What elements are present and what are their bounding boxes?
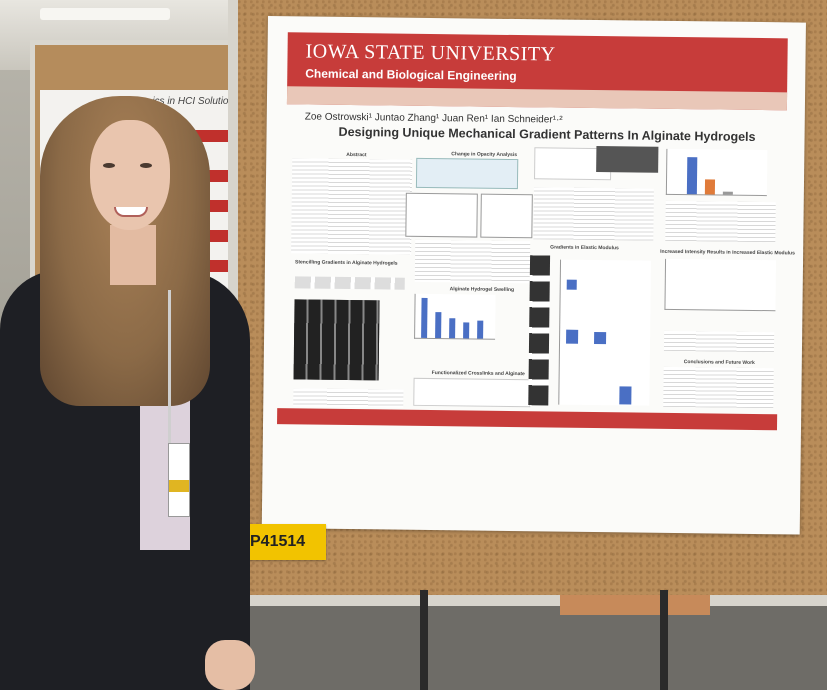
- poster-footer: [277, 408, 778, 431]
- abstract-text-block: [291, 158, 413, 255]
- conclusions-text: [663, 366, 774, 409]
- person-smile: [114, 207, 148, 217]
- results-text: [533, 187, 654, 241]
- person-eye: [140, 163, 152, 168]
- opacity-plot-1: [405, 192, 478, 238]
- section-title: Increased Intensity Results in Increased…: [660, 248, 795, 257]
- swelling-bar: [421, 297, 428, 338]
- position-bar: [686, 157, 698, 195]
- modulus-bar: [594, 332, 607, 345]
- swelling-bar: [449, 318, 456, 339]
- swelling-bar: [463, 322, 470, 339]
- modulus-text: [665, 200, 776, 243]
- intensity-text: [663, 330, 775, 353]
- section-title: Stencilling Gradients in Alginate Hydrog…: [294, 259, 398, 267]
- position-bar: [704, 179, 716, 195]
- stencil-diagram: [294, 276, 405, 290]
- section-title: Gradients in Elastic Modulus: [550, 244, 619, 252]
- microscope-images: [596, 146, 659, 173]
- opacity-plot-2: [480, 193, 533, 239]
- section-title: Abstract: [346, 151, 367, 159]
- person-eye: [103, 163, 115, 168]
- person-hand: [205, 640, 255, 690]
- hydrogel-image-grid: [293, 299, 380, 381]
- gradient-image-column: [528, 255, 551, 406]
- position-bar: [722, 191, 733, 195]
- swelling-bar: [477, 320, 484, 339]
- research-poster: IOWA STATE UNIVERSITY Chemical and Biolo…: [261, 16, 806, 535]
- ceiling-light: [40, 8, 170, 20]
- person-neck: [110, 225, 156, 285]
- board-number: P41514: [250, 533, 306, 550]
- swelling-bar: [435, 312, 442, 339]
- stencil-text: [293, 388, 404, 408]
- modulus-bar: [619, 386, 632, 405]
- swelling-bar-chart: [414, 293, 496, 340]
- floor: [230, 606, 827, 690]
- table: [560, 595, 710, 615]
- modulus-bar: [566, 329, 579, 344]
- lanyard: [168, 290, 171, 450]
- poster-authors: Zoe Ostrowski¹ Juntao Zhang¹ Juan Ren¹ I…: [304, 111, 563, 126]
- department-name: Chemical and Biological Engineering: [305, 66, 517, 84]
- board-stand-leg: [420, 590, 428, 690]
- header-stripe: [286, 86, 788, 111]
- section-title: Functionalized Crosslinks and Alginate: [431, 370, 525, 378]
- section-title: Conclusions and Future Work: [683, 359, 755, 366]
- elastic-modulus-charts: [558, 259, 652, 406]
- modulus-bar: [566, 279, 577, 290]
- poster-title: Designing Unique Mechanical Gradient Pat…: [338, 124, 756, 144]
- board-stand-leg: [660, 590, 668, 690]
- section-title: Alginate Hydrogel Swelling: [449, 286, 515, 294]
- name-badge: [168, 443, 190, 517]
- university-name: IOWA STATE UNIVERSITY: [305, 40, 556, 66]
- poster-header: IOWA STATE UNIVERSITY Chemical and Biolo…: [286, 32, 788, 111]
- left-poster-title: ...ics in HCI Solutions: [144, 96, 240, 107]
- functionalized-plot: [413, 377, 531, 408]
- board-number-label: P41514: [238, 524, 326, 560]
- badge-stripe: [169, 480, 189, 492]
- opacity-diagram: [415, 157, 519, 190]
- position-modulus-chart: [665, 148, 768, 197]
- opacity-text: [414, 239, 531, 284]
- section-title: Change in Opacity Analysis: [451, 151, 518, 159]
- intensity-scatter-plot: [664, 258, 777, 312]
